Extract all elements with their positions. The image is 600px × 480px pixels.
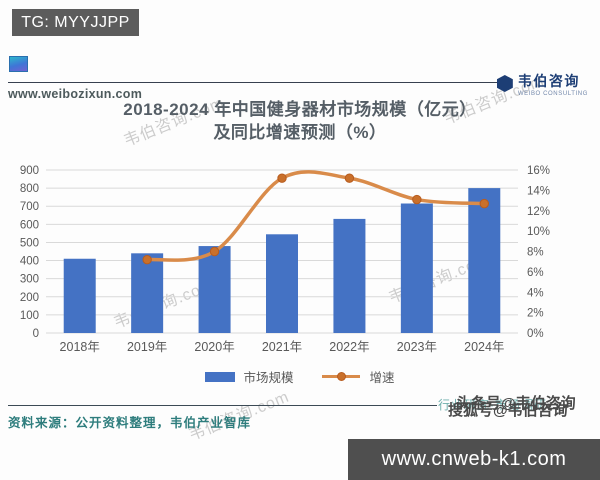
left-axis-tick: 100 bbox=[20, 310, 39, 322]
right-axis-tick: 16% bbox=[527, 165, 550, 177]
sohu-watermark: 搜狐号@韦伯咨询 bbox=[448, 402, 568, 419]
x-axis-label: 2023年 bbox=[397, 340, 437, 354]
footer-divider bbox=[8, 405, 437, 406]
growth-line-marker bbox=[209, 246, 220, 257]
right-axis-tick: 4% bbox=[527, 287, 544, 299]
site-logo bbox=[9, 56, 28, 72]
growth-line-marker bbox=[344, 173, 355, 183]
bar-2022年 bbox=[333, 218, 366, 333]
growth-line-marker bbox=[412, 194, 422, 205]
legend-bar-swatch bbox=[205, 371, 236, 382]
right-axis-tick: 12% bbox=[527, 206, 550, 218]
chart-title-line2: 及同比增速预测（%） bbox=[213, 122, 387, 142]
legend-line-dot bbox=[336, 372, 346, 381]
right-axis-tick: 6% bbox=[527, 267, 544, 279]
bar-2024年 bbox=[468, 188, 501, 333]
chart-title-line1: 2018-2024 年中国健身器材市场规模（亿元） bbox=[123, 100, 477, 119]
growth-line-marker bbox=[277, 173, 287, 183]
right-axis-tick: 10% bbox=[527, 226, 550, 238]
brand-subtitle: WEIBO CONSULTING bbox=[517, 91, 588, 97]
right-axis-tick: 14% bbox=[527, 185, 550, 197]
tg-contact-badge: TG: MYYJJPP bbox=[12, 9, 139, 36]
bar-2023年 bbox=[400, 203, 433, 333]
market-size-growth-chart: 0 100 200 300 400 500 600 700 800 900 0% 2% 4% 6% 8% 10… bbox=[20, 165, 550, 354]
left-axis-tick: 700 bbox=[20, 201, 39, 213]
hexagon-logo-icon bbox=[496, 75, 513, 92]
growth-line bbox=[145, 170, 487, 262]
source-note: 资料来源：公开资料整理，韦伯产业智库 bbox=[8, 416, 252, 430]
weibo-consulting-logo: 韦伯咨询 WEIBO CONSULTING bbox=[496, 73, 588, 97]
bar-2019年 bbox=[131, 253, 164, 333]
chart-title: 2018-2024 年中国健身器材市场规模（亿元） 及同比增速预测（%） bbox=[0, 99, 600, 145]
chart-legend: 市场规模 增速 bbox=[0, 367, 600, 386]
legend-line-swatch bbox=[321, 372, 360, 381]
header-divider bbox=[8, 82, 505, 83]
x-axis-label: 2021年 bbox=[262, 340, 302, 354]
left-axis-tick: 200 bbox=[20, 292, 39, 304]
bar-2021年 bbox=[266, 234, 298, 333]
left-axis-tick: 900 bbox=[20, 165, 39, 177]
x-axis-label: 2022年 bbox=[329, 340, 369, 354]
left-axis-tick: 800 bbox=[20, 183, 39, 195]
x-axis-label: 2020年 bbox=[194, 340, 234, 354]
left-axis-tick: 0 bbox=[33, 328, 39, 340]
growth-line-marker bbox=[142, 254, 152, 265]
left-axis-tick: 600 bbox=[20, 219, 39, 231]
left-axis-tick: 300 bbox=[20, 274, 39, 286]
legend-line-label: 增速 bbox=[369, 371, 395, 385]
left-axis-tick: 500 bbox=[20, 237, 39, 249]
site-url: www.weibozixun.com bbox=[8, 87, 143, 101]
legend-bar-label: 市场规模 bbox=[243, 371, 294, 385]
footer-tagline: 行业研究·市场调研 bbox=[438, 398, 547, 412]
right-axis-tick: 8% bbox=[527, 247, 544, 259]
site-link-box[interactable]: www.cnweb-k1.com bbox=[348, 439, 600, 480]
right-axis-tick: 0% bbox=[527, 328, 544, 340]
left-axis-tick: 400 bbox=[20, 256, 39, 268]
growth-line-marker bbox=[479, 198, 489, 209]
x-axis-label: 2018年 bbox=[60, 340, 100, 354]
bar-2018年 bbox=[63, 258, 96, 333]
bar-2020年 bbox=[198, 246, 231, 333]
brand-name: 韦伯咨询 bbox=[517, 73, 580, 89]
right-axis-tick: 2% bbox=[527, 308, 544, 320]
x-axis-label: 2024年 bbox=[464, 340, 504, 354]
toutiao-watermark: 头条号@韦伯咨询 bbox=[456, 395, 576, 412]
x-axis-label: 2019年 bbox=[127, 340, 167, 354]
